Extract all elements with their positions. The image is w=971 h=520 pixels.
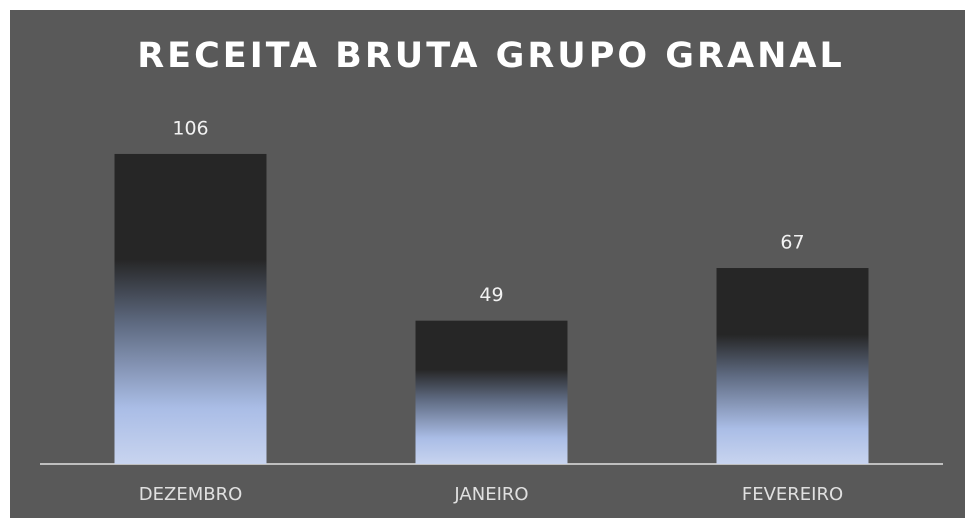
value-label: 67: [780, 232, 804, 254]
x-tick-label: JANEIRO: [453, 484, 528, 505]
value-label: 106: [172, 117, 208, 139]
bar: [716, 268, 869, 464]
x-tick-label: DEZEMBRO: [139, 484, 243, 505]
chart-title: RECEITA BRUTA GRUPO GRANAL: [137, 36, 845, 76]
bar: [114, 153, 267, 464]
value-label: 49: [479, 284, 503, 306]
bar: [415, 320, 568, 464]
x-tick-label: FEVEREIRO: [742, 484, 843, 505]
